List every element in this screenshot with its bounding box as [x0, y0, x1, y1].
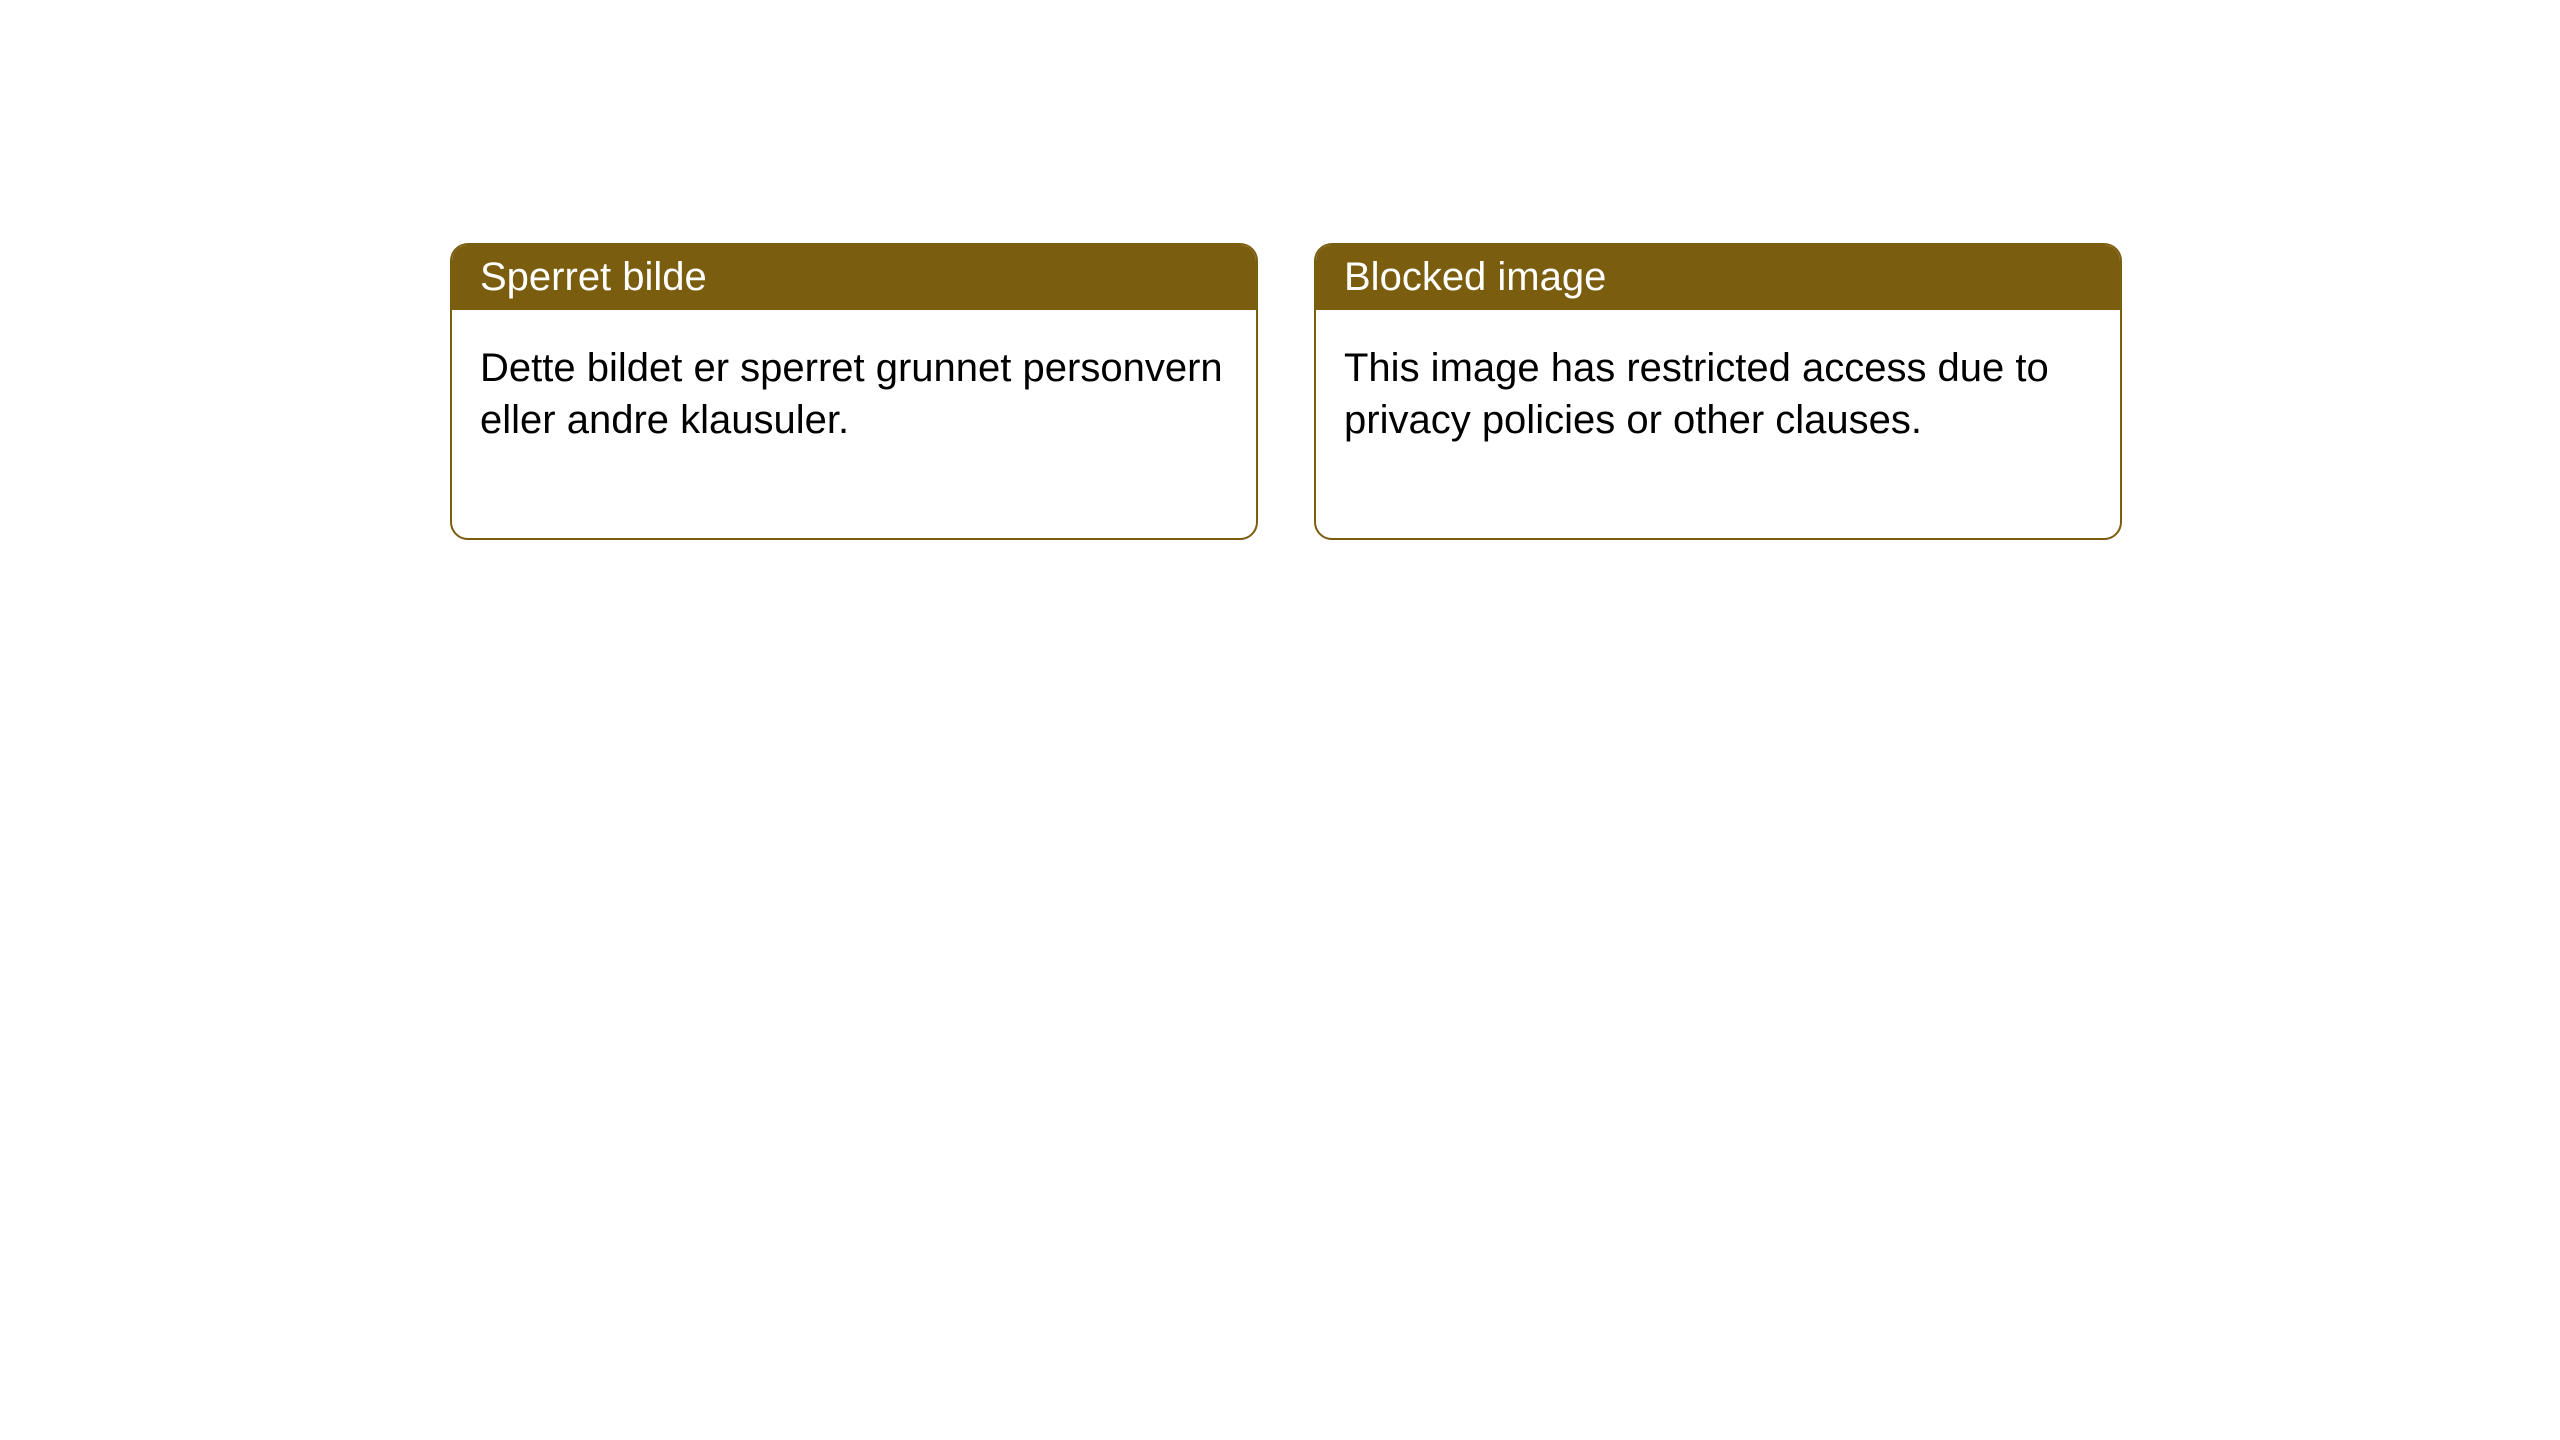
card-body: Dette bildet er sperret grunnet personve…	[452, 310, 1256, 538]
notice-card-norwegian: Sperret bilde Dette bildet er sperret gr…	[450, 243, 1258, 540]
notice-card-english: Blocked image This image has restricted …	[1314, 243, 2122, 540]
card-header: Blocked image	[1316, 245, 2120, 310]
card-body: This image has restricted access due to …	[1316, 310, 2120, 538]
card-title: Sperret bilde	[480, 255, 707, 299]
card-header: Sperret bilde	[452, 245, 1256, 310]
card-message: Dette bildet er sperret grunnet personve…	[480, 342, 1228, 446]
card-message: This image has restricted access due to …	[1344, 342, 2092, 446]
card-title: Blocked image	[1344, 255, 1606, 299]
notice-container: Sperret bilde Dette bildet er sperret gr…	[450, 243, 2122, 540]
